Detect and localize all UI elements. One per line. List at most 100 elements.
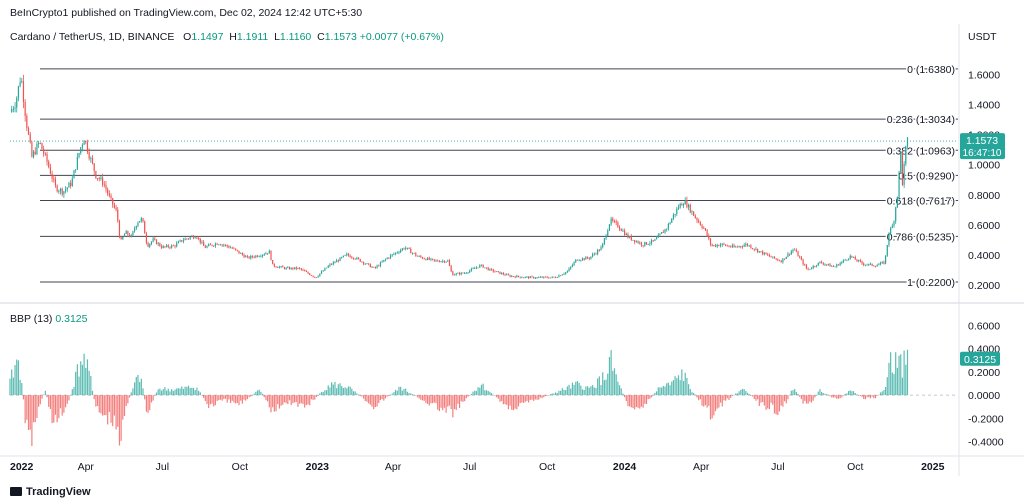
bbp-bar <box>608 357 611 396</box>
bbp-bar <box>108 395 110 412</box>
bbp-bar <box>878 394 880 396</box>
candle-body <box>342 255 344 258</box>
candle-body <box>110 195 112 199</box>
candle-body <box>824 264 826 266</box>
candle-body <box>718 244 720 247</box>
candle-body <box>411 252 414 254</box>
candle-body <box>821 261 823 264</box>
candle-body <box>187 238 190 240</box>
bbp-bar <box>549 394 552 396</box>
bbp-bar <box>403 389 405 396</box>
bbp-bar <box>731 395 733 396</box>
bbp-bar <box>541 395 543 399</box>
bbp-bar <box>618 385 621 396</box>
time-tick-label: Jul <box>771 461 784 473</box>
bbp-bar <box>706 395 708 408</box>
bbp-bar <box>544 395 547 397</box>
bbp-bar <box>433 395 435 403</box>
candle-body <box>428 257 430 260</box>
candle-body <box>443 260 446 263</box>
candle-body <box>711 244 713 246</box>
candle-body <box>792 249 794 252</box>
tradingview-brand: TradingView <box>10 486 91 498</box>
candle-body <box>113 204 115 208</box>
candle-body <box>19 82 21 87</box>
currency-label[interactable]: USDT <box>968 31 997 43</box>
candle-body <box>388 257 390 259</box>
bbp-bar <box>669 385 671 396</box>
bbp-bar <box>859 395 861 397</box>
bbp-bar <box>384 395 387 399</box>
candle-body <box>837 264 840 266</box>
bbp-bar <box>874 395 877 399</box>
candle-body <box>642 245 644 247</box>
candle-body <box>63 191 65 195</box>
bbp-bar <box>565 390 567 396</box>
candle-body <box>484 267 486 269</box>
candle-body <box>258 256 260 258</box>
fib-level-label: 0 (1.6380) <box>907 64 955 76</box>
candle-body <box>512 276 515 277</box>
candle-body <box>56 185 58 192</box>
bbp-bar <box>445 395 447 413</box>
bbp-bar <box>426 395 429 404</box>
bbp-bar <box>339 383 341 396</box>
bbp-bar <box>753 395 755 399</box>
bbp-bar <box>398 386 400 396</box>
candle-body <box>743 245 745 247</box>
bbp-bar <box>137 375 139 396</box>
candle-body <box>878 264 880 266</box>
bbp-bar <box>624 395 626 398</box>
bbp-bar <box>317 395 319 396</box>
bbp-bar <box>127 395 129 404</box>
bbp-bar <box>352 391 355 396</box>
bbp-bar <box>696 395 698 398</box>
bbp-bar <box>253 393 255 396</box>
bbp-bar <box>896 367 898 396</box>
candle-body <box>302 269 304 271</box>
candle-body <box>836 264 838 267</box>
bbp-bar <box>14 365 16 396</box>
bbp-bar <box>625 395 627 402</box>
candle-body <box>423 258 425 260</box>
candle-body <box>768 254 771 257</box>
candle-body <box>224 244 227 246</box>
bbp-bar <box>558 390 560 396</box>
bbp-bar <box>282 395 284 405</box>
bbp-bar <box>893 373 895 396</box>
candle-body <box>605 235 607 239</box>
bbp-bar <box>349 386 351 396</box>
bbp-bar <box>179 388 181 396</box>
candle-body <box>197 238 200 239</box>
bbp-bar <box>842 395 845 396</box>
candle-body <box>167 245 169 248</box>
candle-body <box>507 274 510 276</box>
bbp-bar <box>827 394 829 396</box>
bbp-bar <box>307 395 309 405</box>
candle-body <box>91 157 94 164</box>
candle-body <box>534 277 536 279</box>
bbp-bar <box>53 395 55 423</box>
bbp-bar <box>645 395 648 405</box>
bbp-bar <box>512 395 515 411</box>
bbp-bar <box>155 392 158 396</box>
bbp-bar <box>755 395 757 401</box>
bbp-bar <box>250 395 252 397</box>
candle-body <box>194 237 196 239</box>
candle-body <box>814 266 816 267</box>
candle-body <box>477 267 479 269</box>
bbp-bar <box>543 395 545 398</box>
candle-body <box>666 228 668 230</box>
bbp-bar <box>182 388 185 396</box>
candle-body <box>794 249 796 251</box>
fib-level-label: 1 (0.2200) <box>907 277 955 289</box>
candle-body <box>767 254 769 256</box>
symbol-legend: Cardano / TetherUS, 1D, BINANCE O1.1497 … <box>10 31 444 43</box>
candle-body <box>755 248 757 250</box>
candle-body <box>571 264 574 267</box>
candle-body <box>809 268 811 270</box>
bbp-bar <box>726 395 728 399</box>
candle-body <box>529 276 531 279</box>
candle-body <box>469 270 471 273</box>
